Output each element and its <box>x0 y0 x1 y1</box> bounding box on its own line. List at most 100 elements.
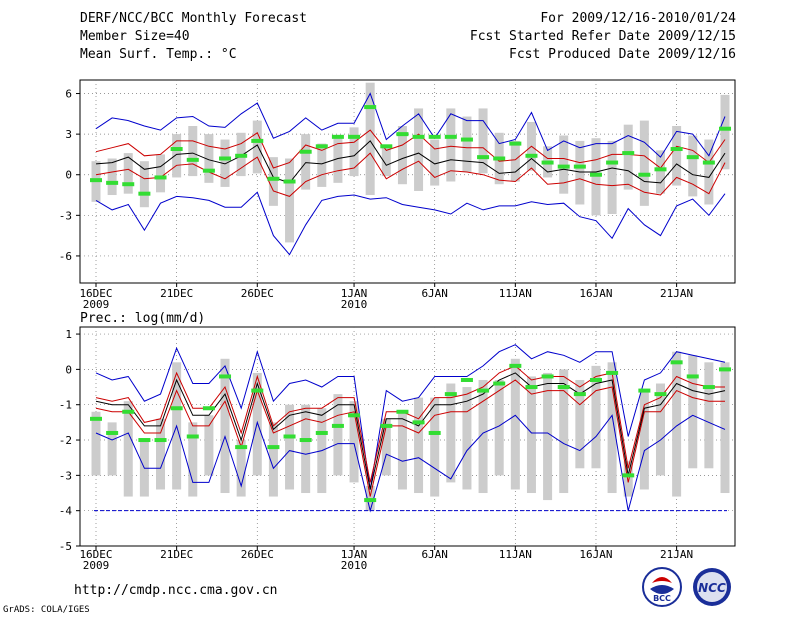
spread-box <box>688 135 698 197</box>
fcst-started-date: Fcst Started Refer Date 2009/12/15 <box>469 29 736 44</box>
spread-box <box>107 158 117 196</box>
spread-box <box>478 108 488 174</box>
x-tick-label: 6JAN <box>421 287 448 300</box>
spread-box <box>688 355 698 469</box>
x-tick-label: 16DEC <box>79 548 112 561</box>
forecast-marker <box>702 385 715 390</box>
forecast-marker <box>654 167 667 172</box>
spread-box <box>123 401 133 497</box>
spread-box <box>575 140 585 205</box>
forecast-marker <box>186 434 199 439</box>
y-tick-label: 3 <box>65 128 72 141</box>
forecast-marker <box>444 392 457 397</box>
min-line <box>95 191 726 256</box>
x-tick-year-label: 2010 <box>341 559 368 572</box>
forecast-marker <box>638 388 651 393</box>
mean-line <box>95 372 726 490</box>
min-line <box>95 414 726 513</box>
spread-box <box>559 369 569 494</box>
forecast-marker <box>493 156 506 161</box>
spread-box <box>607 140 617 214</box>
forecast-marker <box>428 134 441 139</box>
forecast-period: For 2009/12/16-2010/01/24 <box>540 11 736 26</box>
x-tick-label: 1JAN <box>341 548 368 561</box>
forecast-marker <box>541 374 554 379</box>
spread-box <box>268 157 278 206</box>
forecast-marker <box>541 160 554 165</box>
forecast-marker <box>315 430 328 435</box>
y-tick-label: -4 <box>59 505 73 518</box>
spread-box <box>559 135 569 194</box>
bcc-logo: BCC <box>642 567 682 607</box>
forecast-marker <box>509 141 522 146</box>
member-size: Member Size=40 <box>80 29 190 44</box>
spread-box <box>672 126 682 186</box>
lower-line <box>95 152 726 197</box>
spread-box <box>462 116 472 173</box>
spread-box <box>462 387 472 490</box>
forecast-marker <box>106 430 119 435</box>
x-tick-label: 16JAN <box>579 287 612 300</box>
spread-box <box>478 379 488 494</box>
forecast-marker <box>251 388 264 393</box>
spread-box <box>397 411 407 490</box>
lower-line <box>95 379 725 497</box>
fcst-produced-date: Fcst Produced Date 2009/12/16 <box>509 47 736 62</box>
forecast-marker <box>670 360 683 365</box>
x-tick-label: 26DEC <box>241 548 274 561</box>
forecast-marker <box>589 377 602 382</box>
spread-box <box>172 134 182 178</box>
forecast-marker <box>412 134 425 139</box>
forecast-marker <box>509 363 522 368</box>
x-tick-label: 11JAN <box>499 287 532 300</box>
spread-box <box>236 440 246 497</box>
forecast-marker <box>235 445 248 450</box>
forecast-marker <box>348 413 361 418</box>
upper-line <box>95 365 725 483</box>
forecast-marker <box>154 175 167 180</box>
spread-box <box>591 365 601 469</box>
forecast-marker <box>702 160 715 165</box>
ncc-logo: NCC <box>693 568 731 606</box>
forecast-marker <box>606 370 619 375</box>
spread-box <box>188 126 198 177</box>
spread-box <box>446 108 456 182</box>
forecast-marker <box>299 149 312 154</box>
forecast-marker <box>622 151 635 156</box>
forecast-marker <box>122 182 135 187</box>
spread-box <box>575 379 585 469</box>
source-url[interactable]: http://cmdp.ncc.cma.gov.cn <box>74 583 278 598</box>
x-tick-label: 21DEC <box>160 548 193 561</box>
spread-box <box>317 143 327 187</box>
spread-box <box>365 82 375 196</box>
chart-title: DERF/NCC/BCC Monthly Forecast <box>80 11 307 26</box>
forecast-marker <box>557 164 570 169</box>
spread-box <box>301 404 311 494</box>
forecast-marker <box>380 423 393 428</box>
x-tick-label: 16DEC <box>79 287 112 300</box>
spread-box <box>704 362 714 469</box>
x-tick-label: 21JAN <box>660 548 693 561</box>
forecast-marker <box>186 157 199 162</box>
forecast-marker <box>283 434 296 439</box>
forecast-marker <box>202 406 215 411</box>
plot-frame-temp <box>79 79 736 284</box>
spread-box <box>139 161 149 208</box>
forecast-marker <box>170 147 183 152</box>
forecast-marker <box>267 176 280 181</box>
forecast-marker <box>170 406 183 411</box>
spread-box <box>156 418 166 490</box>
spread-box <box>91 411 101 476</box>
forecast-marker <box>364 498 377 503</box>
forecast-marker <box>493 381 506 386</box>
forecast-marker <box>138 191 151 196</box>
mean-line <box>95 140 726 184</box>
forecast-marker <box>557 385 570 390</box>
x-tick-label: 26DEC <box>241 287 274 300</box>
forecast-marker <box>606 160 619 165</box>
forecast-marker <box>90 178 102 183</box>
forecast-marker <box>686 374 699 379</box>
spread-box <box>268 422 278 497</box>
